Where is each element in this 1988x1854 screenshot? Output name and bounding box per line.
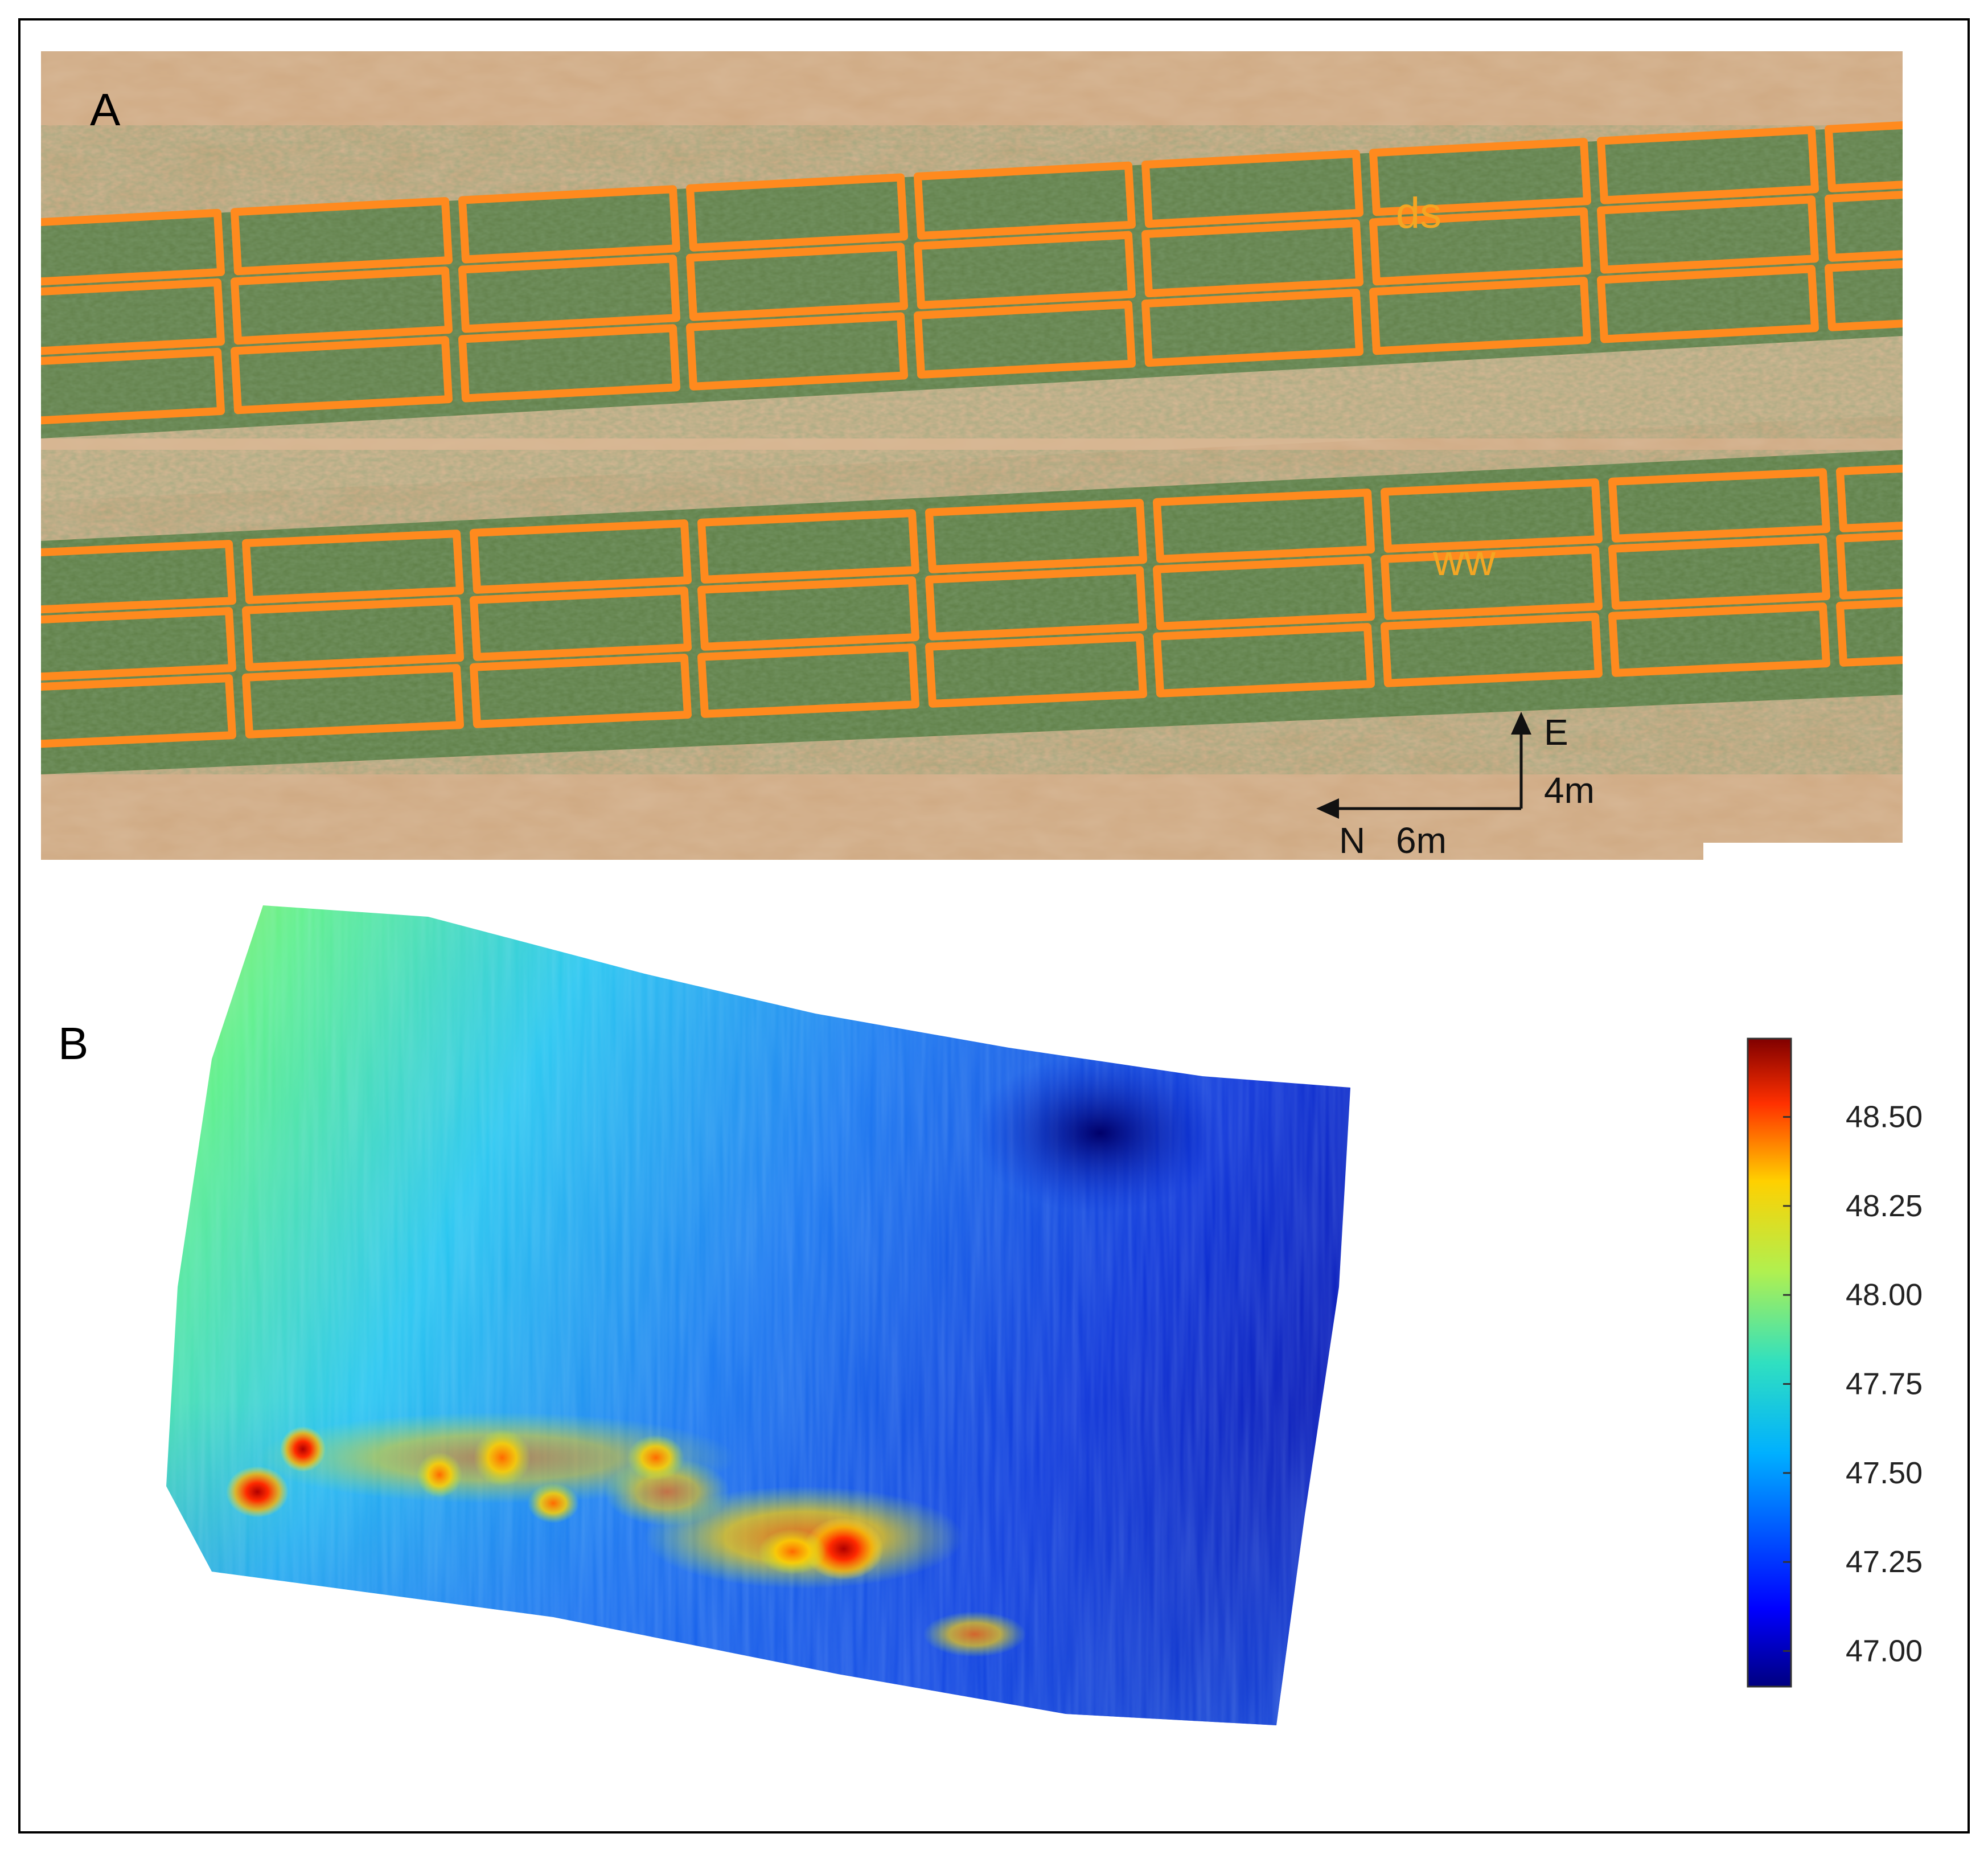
plot-outline: [697, 576, 919, 651]
colorbar-tick-label: 48.25: [1846, 1189, 1923, 1223]
plot-outline: [41, 278, 225, 355]
plot-outline: [1369, 207, 1591, 286]
colorbar-tick-label: 47.00: [1846, 1634, 1923, 1668]
plot-outline: [1608, 468, 1830, 543]
colorbar-ticks: 48.50 48.25 48.00 47.75 47.50 47.25 47.00: [1783, 1100, 1923, 1668]
plot-outline: [925, 566, 1147, 641]
temperature-field: [166, 905, 1350, 1725]
plot-outline: [41, 540, 236, 614]
panel-b-heatmap: B 48.50 48.25 48.00 47.75 47.50 47.25 47.00: [41, 888, 1937, 1822]
colorbar: 48.50 48.25 48.00 47.75 47.50 47.25 47.00: [1747, 1037, 1923, 1688]
east-label: E: [1544, 712, 1568, 753]
plot-outline: [1381, 613, 1603, 687]
plot-outline: [231, 266, 453, 345]
plot-outline: [41, 674, 236, 748]
plot-outline: [1597, 265, 1819, 343]
plot-outline: [1153, 556, 1375, 630]
heatmap-svg: B 48.50 48.25 48.00 47.75 47.50 47.25 47.00: [58, 905, 1923, 1725]
plot-outline: [1153, 489, 1375, 563]
plot-outline: [231, 197, 453, 276]
plot-outline: [925, 499, 1147, 573]
plot-outline: [686, 243, 908, 321]
plot-outline: [1153, 623, 1375, 698]
plot-outline: [1381, 478, 1603, 553]
plot-outline: [1825, 260, 1903, 331]
plot-outline: [1369, 138, 1591, 216]
plot-outline: [242, 530, 464, 604]
plot-outline: [1608, 602, 1830, 677]
north-arrow-icon: [1316, 798, 1339, 819]
plot-outline: [686, 312, 908, 391]
plot-outline: [41, 607, 236, 681]
plot-outline: [41, 347, 225, 425]
aerial-photo: ds ww A E 4m N 6m: [41, 51, 1903, 860]
plot-outline: [686, 173, 908, 252]
vertical-scale-label: 4m: [1544, 770, 1595, 811]
ds-label: ds: [1396, 189, 1441, 237]
colorbar-tick-label: 48.00: [1846, 1278, 1923, 1312]
colorbar-tick-label: 47.25: [1846, 1545, 1923, 1579]
plot-outline: [470, 654, 692, 728]
colorbar-tick-label: 48.50: [1846, 1100, 1923, 1134]
plot-outline: [458, 185, 680, 264]
plot-outline: [242, 597, 464, 671]
plot-outline: [1597, 126, 1819, 204]
plot-outline: [1141, 219, 1363, 298]
ww-label: ww: [1432, 536, 1496, 585]
plot-outline: [458, 255, 680, 333]
east-arrow-icon: [1511, 712, 1531, 735]
plot-outline: [231, 336, 453, 415]
plot-outlines: [41, 121, 1903, 748]
plot-outline: [914, 231, 1136, 309]
plot-outline: [1836, 598, 1903, 667]
plot-outline: [1597, 195, 1819, 274]
north-label: N: [1339, 820, 1365, 860]
horizontal-scale-label: 6m: [1396, 820, 1447, 860]
panel-a-letter: A: [90, 84, 121, 135]
plot-outline: [1141, 149, 1363, 228]
plot-outline: [1836, 531, 1903, 600]
panel-a-aerial-image: ds ww A E 4m N 6m: [41, 51, 1903, 860]
plot-outline: [242, 664, 464, 739]
colorbar-tick-label: 47.75: [1846, 1367, 1923, 1401]
plot-outline: [925, 633, 1147, 708]
plot-outline: [1608, 535, 1830, 610]
plot-outline: [470, 586, 692, 661]
plot-outline: [1381, 545, 1603, 620]
plot-outline: [1836, 464, 1903, 532]
plot-outline: [1825, 121, 1903, 192]
plot-outline: [914, 161, 1136, 240]
colorbar-tick-label: 47.50: [1846, 1456, 1923, 1490]
plot-outline: [458, 324, 680, 403]
plot-outline: [1141, 288, 1363, 367]
plot-outline: [914, 300, 1136, 379]
plot-outline: [470, 519, 692, 594]
plot-outline: [1369, 277, 1591, 355]
plot-outline: [41, 208, 225, 286]
plot-outline: [697, 643, 919, 718]
panel-b-letter: B: [58, 1018, 88, 1069]
plot-outline: [697, 509, 919, 584]
compass-scale: E 4m N 6m: [1316, 712, 1595, 860]
plot-outline: [1825, 190, 1903, 262]
